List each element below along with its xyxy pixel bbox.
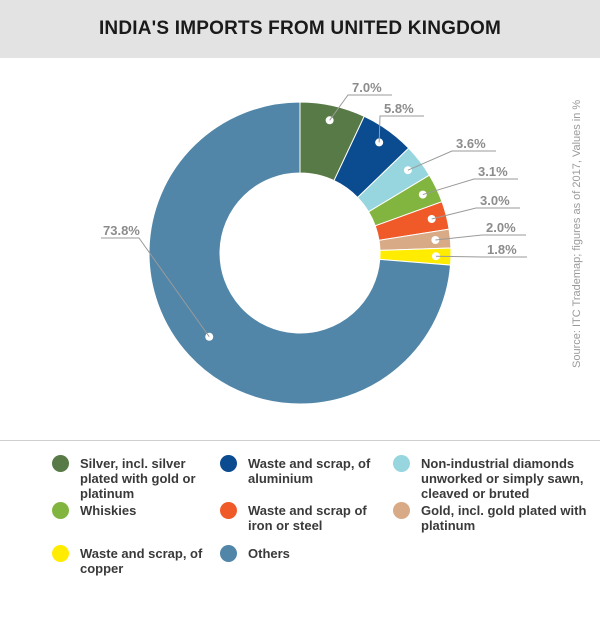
legend-item-4: Whiskies	[52, 502, 222, 519]
leader-line-5	[431, 207, 520, 220]
data-label-3: 3.6%	[456, 136, 486, 151]
legend-label: Silver, incl. silver plated with gold or…	[80, 456, 196, 501]
legend-swatch	[52, 455, 69, 472]
legend-label: Waste and scrap, of aluminium	[248, 456, 371, 486]
leader-line-1	[329, 94, 392, 121]
source-note: Source: ITC Trademap; figures as of 2017…	[571, 99, 583, 368]
legend-swatch	[220, 502, 237, 519]
legend-label: Whiskies	[80, 503, 137, 518]
leader-line-6	[435, 234, 526, 241]
chart-legend: Silver, incl. silver plated with gold or…	[0, 441, 600, 624]
legend-swatch	[52, 545, 69, 562]
data-label-2: 5.8%	[384, 101, 414, 116]
legend-label: Non-industrial diamonds unworked or simp…	[421, 456, 584, 501]
data-label-1: 7.0%	[352, 80, 382, 95]
legend-item-3: Non-industrial diamonds unworked or simp…	[393, 455, 593, 501]
legend-swatch	[393, 455, 410, 472]
leader-line-7	[435, 255, 527, 258]
legend-item-5: Waste and scrap of iron or steel	[220, 502, 380, 533]
chart-header: INDIA'S IMPORTS FROM UNITED KINGDOM	[0, 0, 600, 58]
donut-slice-8	[148, 101, 452, 405]
chart-title: INDIA'S IMPORTS FROM UNITED KINGDOM	[98, 18, 502, 39]
legend-label: Gold, incl. gold plated with platinum	[421, 503, 587, 533]
legend-label: Waste and scrap of iron or steel	[248, 503, 367, 533]
legend-swatch	[52, 502, 69, 519]
data-label-6: 2.0%	[486, 220, 516, 235]
legend-label: Waste and scrap, of copper	[80, 546, 203, 576]
legend-item-8: Others	[220, 545, 380, 562]
leader-line-3	[407, 150, 496, 171]
legend-swatch	[220, 545, 237, 562]
leader-line-2	[378, 115, 424, 143]
data-label-8: 73.8%	[103, 223, 140, 238]
slice-marker-7	[431, 252, 440, 261]
data-label-4: 3.1%	[478, 164, 508, 179]
legend-divider	[0, 440, 600, 441]
legend-item-6: Gold, incl. gold plated with platinum	[393, 502, 593, 533]
legend-item-1: Silver, incl. silver plated with gold or…	[52, 455, 222, 501]
leader-line-8	[101, 237, 210, 338]
donut-chart: 7.0%5.8% 3.6% 3.1% 3.0% 2.0% 1.8% 73.8%	[101, 80, 527, 405]
legend-item-7: Waste and scrap, of copper	[52, 545, 222, 576]
data-label-7: 1.8%	[487, 242, 517, 257]
legend-swatch	[220, 455, 237, 472]
legend-item-2: Waste and scrap, of aluminium	[220, 455, 380, 486]
data-label-5: 3.0%	[480, 193, 510, 208]
legend-swatch	[393, 502, 410, 519]
legend-label: Others	[248, 546, 290, 561]
leader-line-4	[422, 178, 518, 196]
